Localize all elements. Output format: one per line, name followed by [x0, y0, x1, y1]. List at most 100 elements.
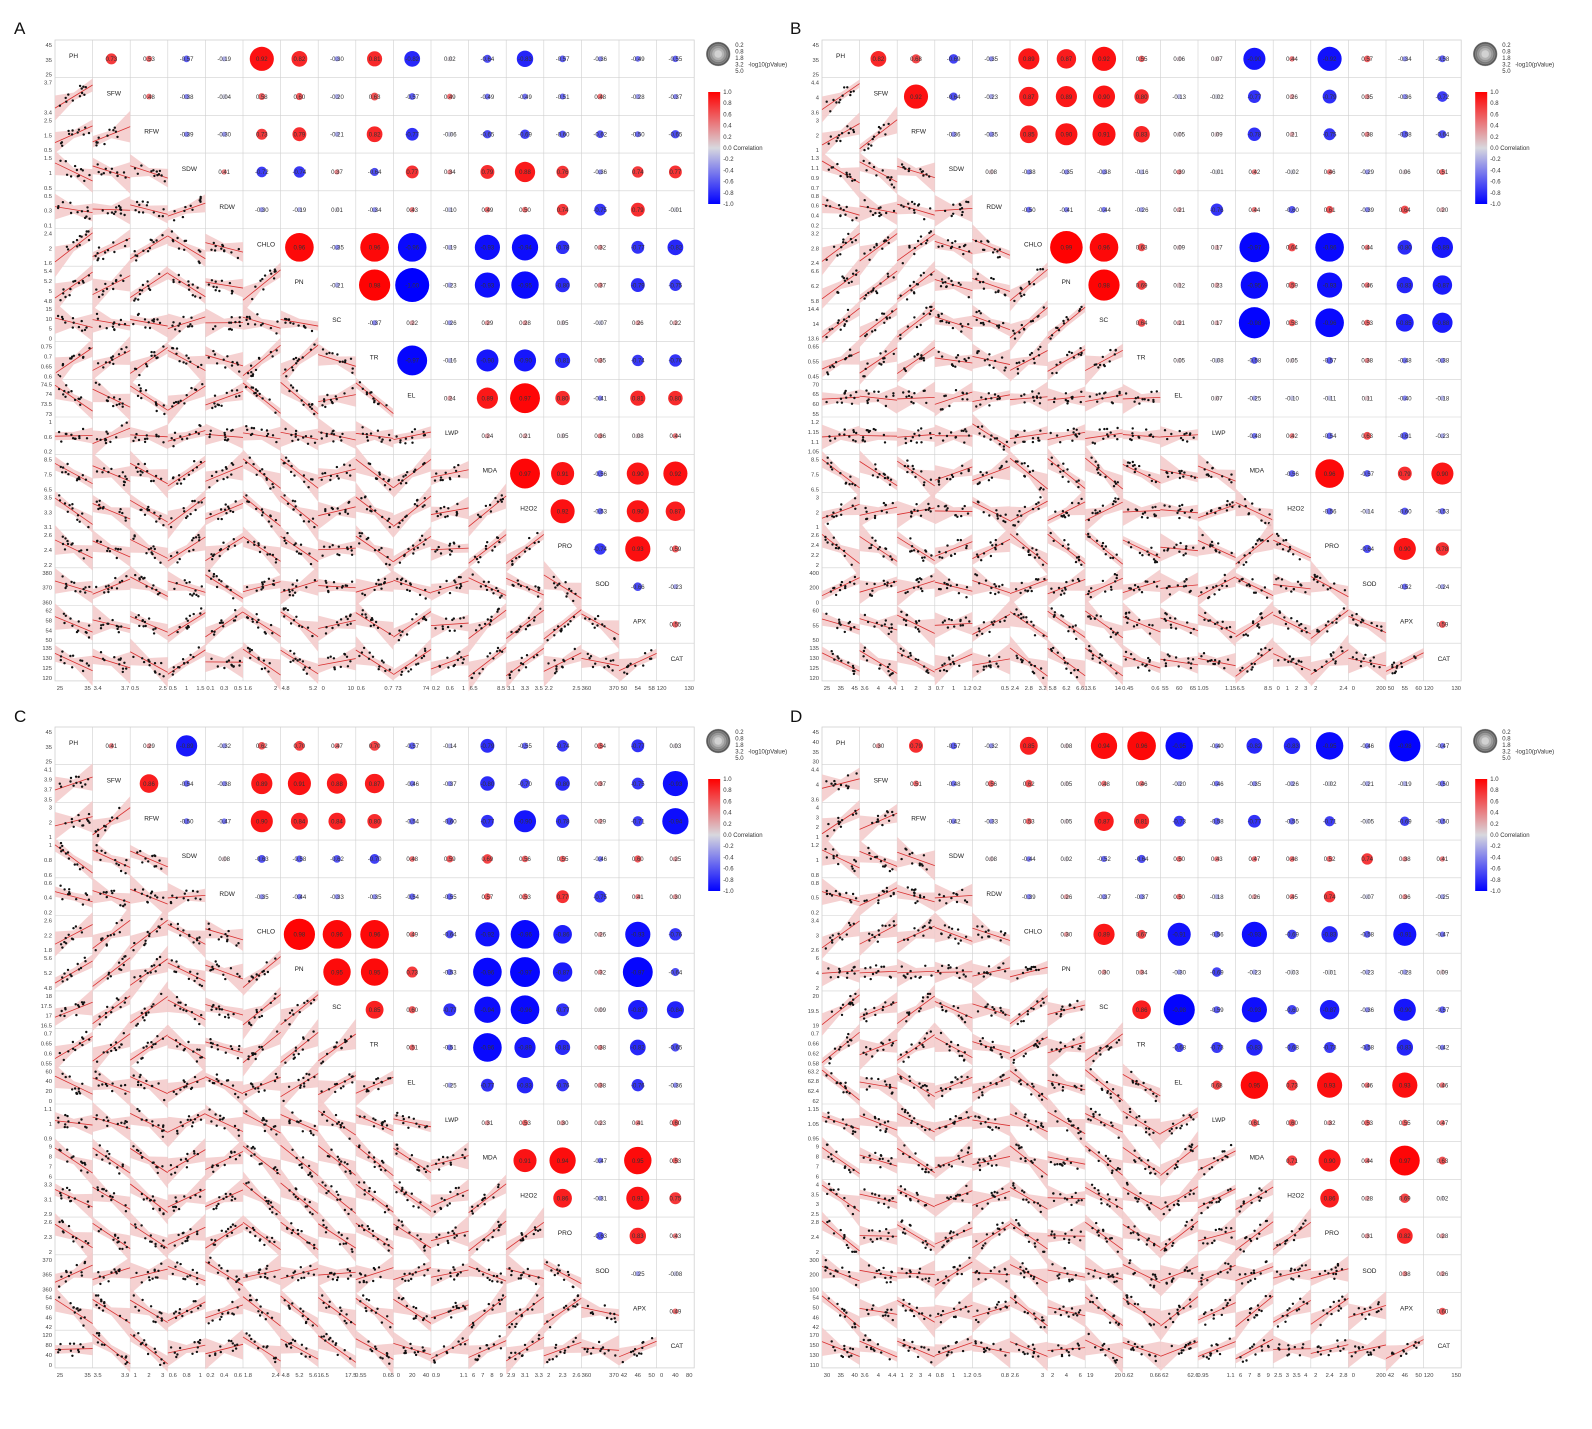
scatter-point	[213, 249, 217, 252]
scatter-point	[154, 854, 157, 858]
confidence-band	[1198, 499, 1236, 522]
confidence-band	[130, 265, 168, 303]
correlation-circle	[484, 320, 490, 326]
scatter-point	[1155, 560, 1159, 564]
scatter-point	[1067, 547, 1070, 550]
correlation-value: 0.83	[1136, 132, 1148, 138]
scatter-point	[1002, 321, 1005, 325]
scatter-point	[951, 654, 954, 657]
y-tick-label: 2	[49, 246, 52, 252]
scatter-point	[998, 620, 1002, 623]
scatter-point	[865, 517, 868, 521]
correlation-value: 0.20	[1437, 208, 1449, 214]
scatter-point	[1027, 280, 1031, 283]
scatter-point	[111, 618, 114, 622]
correlation-value: 0.82	[294, 57, 306, 63]
scatter-point	[1001, 583, 1004, 587]
scatter-point	[326, 393, 329, 397]
scatter-point	[1072, 431, 1075, 434]
variable-label: APX	[1400, 619, 1414, 626]
scatter-point	[1071, 579, 1075, 582]
scatter-point	[172, 401, 176, 405]
correlation-value: -0.36	[947, 132, 961, 138]
scatter-point	[123, 322, 127, 326]
scatter-point	[572, 599, 575, 603]
scatter-point	[877, 548, 880, 551]
scatter-point	[441, 478, 444, 482]
scatter-point	[992, 277, 995, 281]
scatter-point	[61, 471, 64, 474]
correlation-value: -0.57	[556, 57, 570, 63]
scatter-point	[59, 846, 62, 849]
scatter-point	[293, 652, 296, 655]
correlation-circle	[221, 169, 227, 175]
variable-label: PH	[836, 53, 845, 60]
scatter-point	[289, 622, 293, 625]
scatter-point	[409, 668, 413, 671]
scatter-point	[848, 581, 852, 584]
scatter-point	[110, 467, 113, 471]
scatter-point	[871, 589, 874, 592]
scatter-point	[161, 215, 164, 218]
scatter-point	[287, 588, 291, 591]
scatter-point	[230, 473, 233, 476]
x-tick-label: 60	[1415, 686, 1421, 692]
scatter-point	[1087, 532, 1090, 536]
scatter-point	[178, 478, 181, 482]
variable-label: RFW	[144, 128, 160, 135]
scatter-point	[398, 561, 402, 564]
scatter-point	[418, 539, 422, 542]
scatter-point	[871, 330, 874, 333]
y-tick-label: 2.2	[44, 563, 52, 569]
scatter-point	[586, 652, 589, 656]
scatter-point	[902, 205, 905, 208]
scatter-point	[982, 287, 986, 290]
scatter-point	[74, 279, 77, 283]
scatter-point	[153, 556, 157, 560]
regression-line	[543, 609, 582, 640]
scatter-point	[908, 167, 911, 170]
scatter-point	[862, 649, 866, 653]
scatter-point	[923, 481, 926, 484]
scatter-point	[1050, 456, 1054, 459]
scatter-point	[271, 632, 274, 635]
y-tick-label: 0.5	[44, 148, 52, 154]
scatter-point	[96, 540, 99, 543]
scatter-point	[125, 477, 128, 481]
scatter-point	[940, 312, 943, 315]
scatter-point	[1095, 393, 1098, 396]
scatter-point	[172, 219, 176, 222]
scatter-point	[350, 549, 353, 552]
scatter-point	[297, 358, 301, 361]
scatter-point	[1206, 461, 1209, 464]
correlation-value: -0.54	[405, 819, 419, 825]
scatter-point	[182, 507, 185, 510]
scatter-point	[1104, 545, 1108, 548]
scatter-point	[67, 857, 71, 860]
confidence-band	[130, 638, 168, 688]
correlation-circle	[366, 126, 383, 143]
scatter-point	[224, 503, 227, 506]
variable-label: EL	[1174, 392, 1182, 399]
scatter-point	[1213, 622, 1217, 626]
scatter-point	[66, 248, 70, 251]
scatter-point	[847, 281, 851, 285]
correlation-value: -0.19	[293, 208, 307, 214]
scatter-point	[283, 536, 286, 540]
correlation-value: -0.74	[593, 547, 607, 553]
scatter-point	[118, 475, 121, 478]
scatter-point	[211, 554, 215, 558]
scatter-point	[62, 612, 66, 615]
scatter-point	[1208, 619, 1212, 622]
scatter-point	[388, 563, 391, 566]
scatter-point	[416, 504, 419, 507]
scatter-point	[834, 361, 838, 364]
scatter-point	[310, 407, 314, 410]
confidence-band	[55, 226, 93, 278]
scatter-point	[1095, 363, 1098, 366]
scatter-point	[261, 397, 264, 400]
correlation-value: -0.60	[556, 132, 570, 138]
scatter-point	[71, 624, 74, 627]
scatter-point	[1065, 667, 1068, 670]
scatter-point	[292, 508, 295, 511]
